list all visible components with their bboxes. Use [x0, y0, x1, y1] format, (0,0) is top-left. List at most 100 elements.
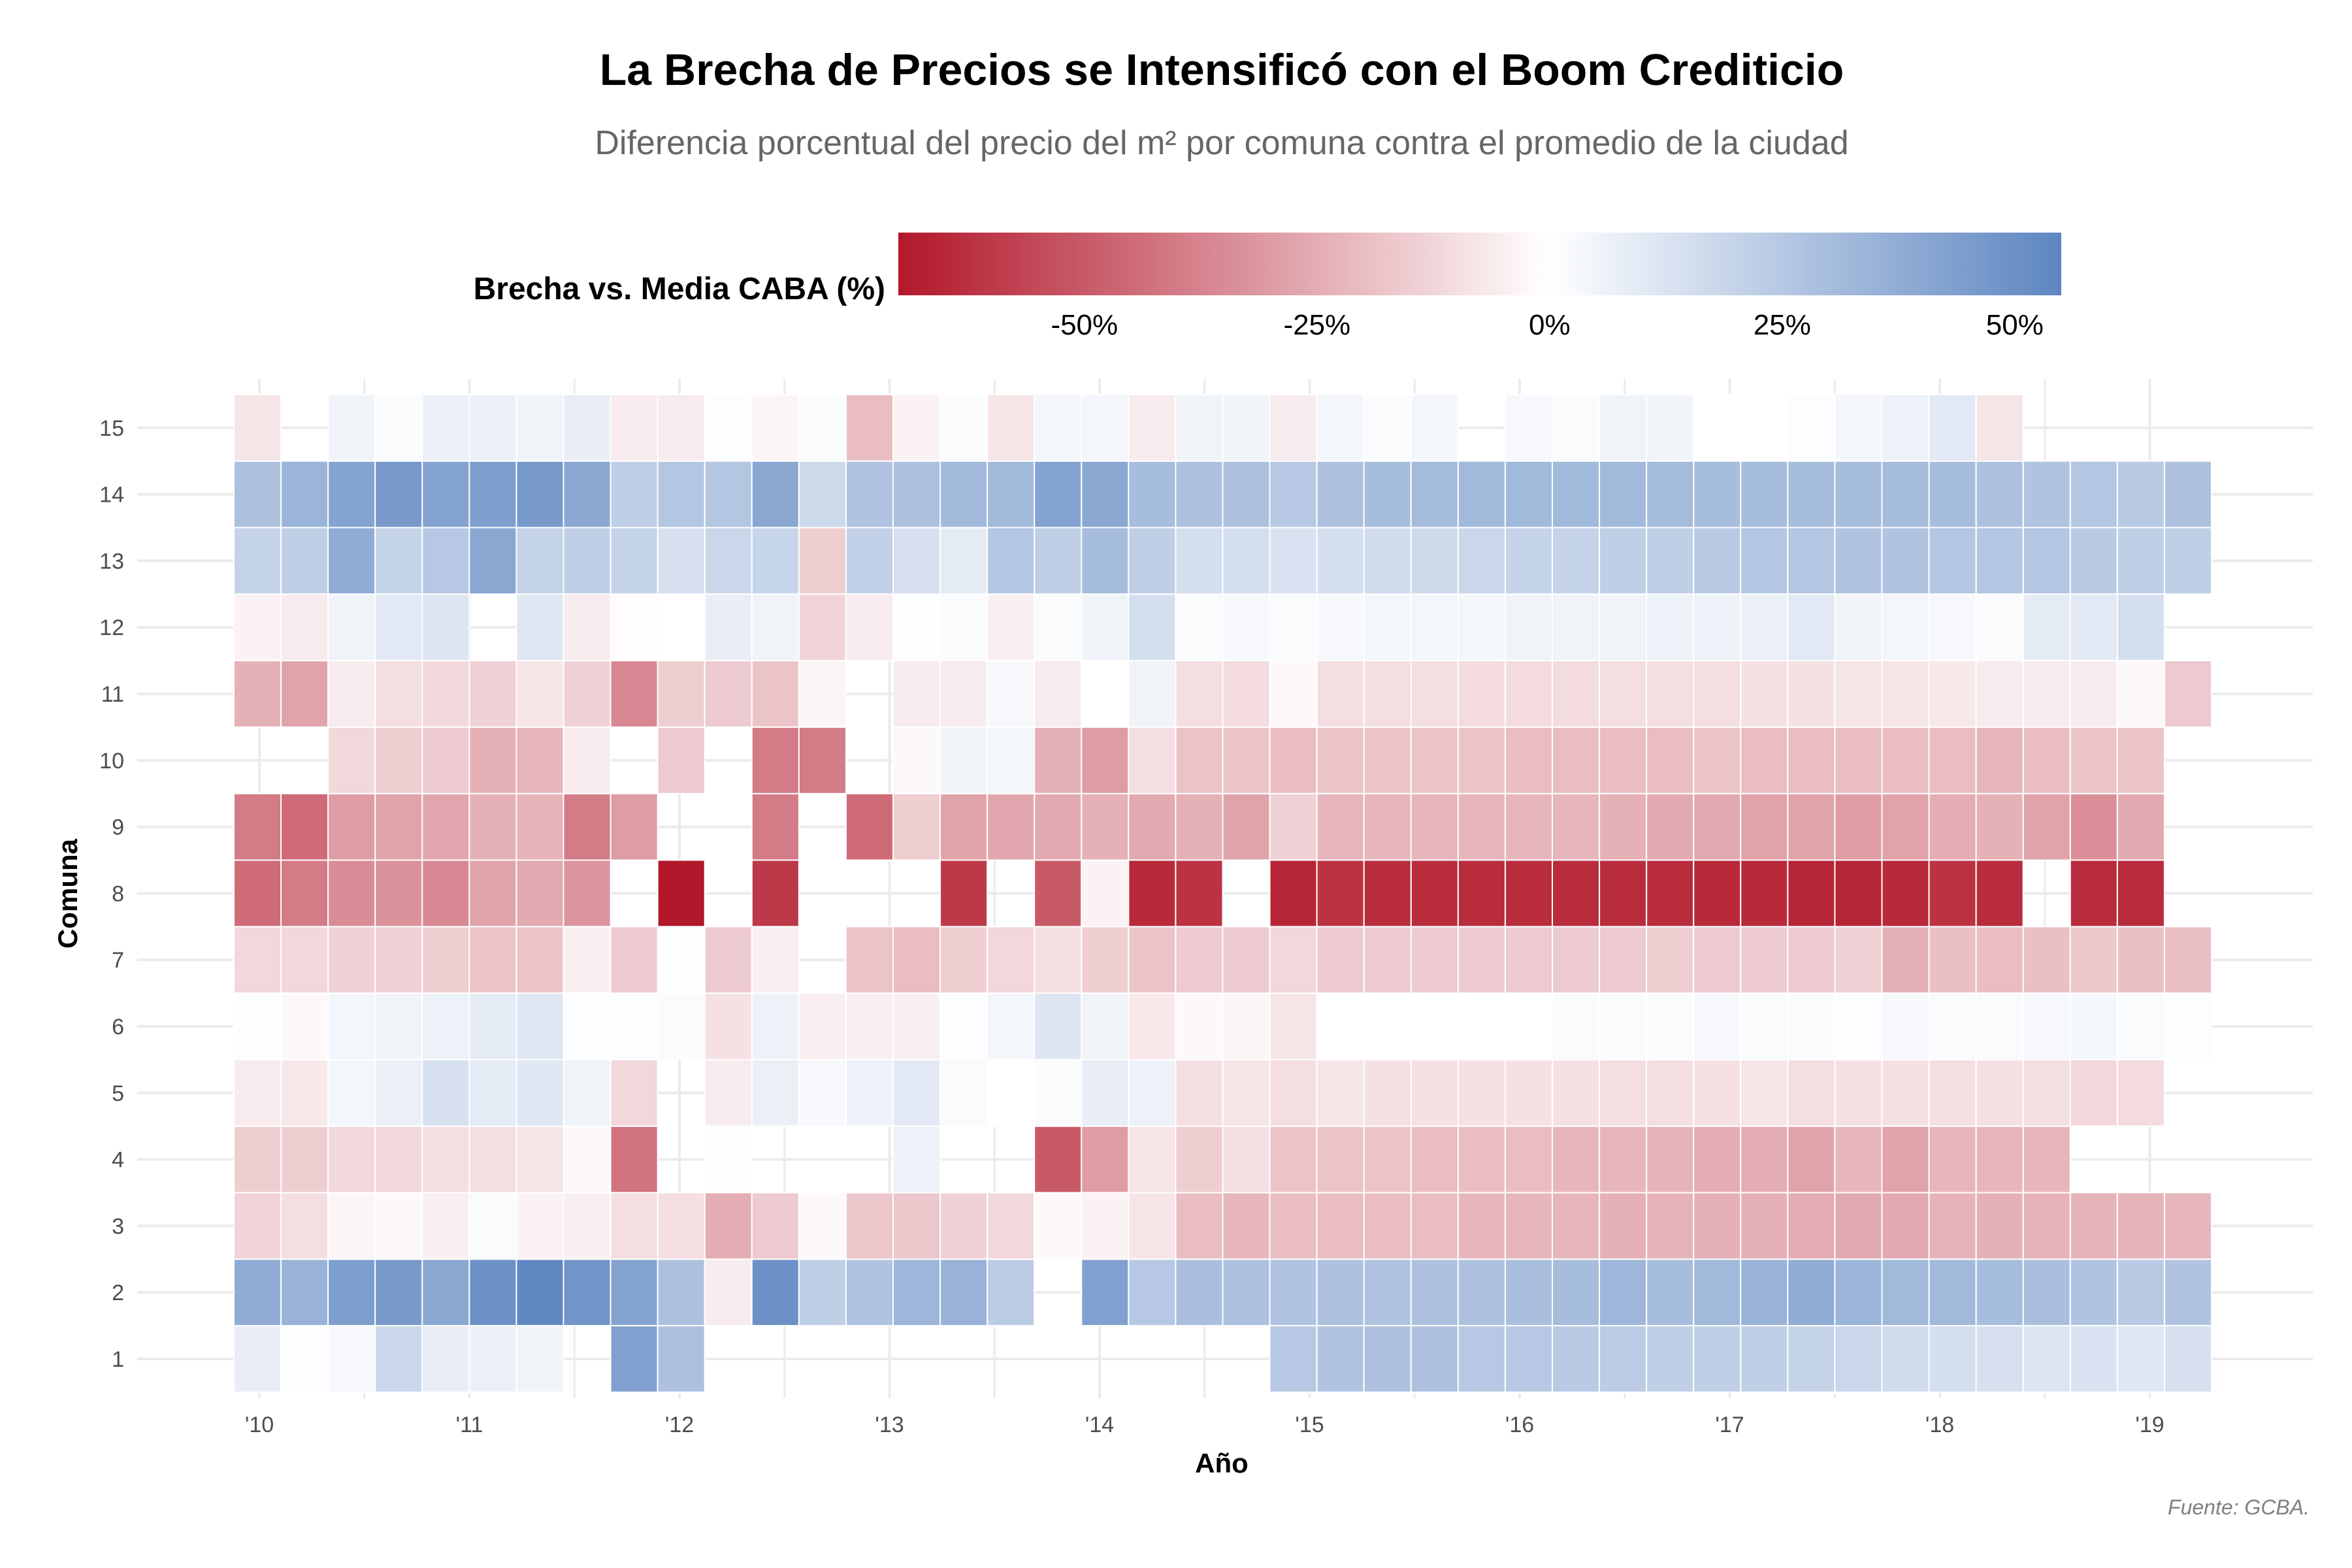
heatmap-cell	[1599, 460, 1648, 529]
heatmap-cell	[1222, 1125, 1271, 1194]
heatmap-cell	[751, 393, 800, 462]
heatmap-cell	[374, 726, 423, 794]
heatmap-cell	[610, 460, 659, 529]
chart-subtitle: Diferencia porcentual del precio del m² …	[595, 124, 1848, 162]
heatmap-cell	[610, 1325, 659, 1393]
heatmap-cell	[1410, 859, 1459, 928]
heatmap-cell	[1081, 660, 1130, 728]
heatmap-cell	[421, 460, 470, 529]
heatmap-cell	[1834, 593, 1883, 662]
x-tick-label: '10	[245, 1413, 274, 1437]
heatmap-cell	[1834, 527, 1883, 595]
heatmap-cell	[657, 859, 706, 928]
heatmap-cell	[280, 792, 329, 861]
heatmap-cell	[1222, 1058, 1271, 1127]
y-tick-label: 2	[112, 1281, 124, 1305]
heatmap-cell	[1599, 792, 1648, 861]
heatmap-cell	[1646, 1192, 1695, 1260]
heatmap-cell	[1457, 660, 1506, 728]
heatmap-cell	[1693, 1192, 1742, 1260]
heatmap-cell	[1881, 726, 1930, 794]
heatmap-cell	[1363, 460, 1412, 529]
heatmap-cell	[421, 859, 470, 928]
heatmap-cell	[1504, 1192, 1553, 1260]
heatmap-cell	[1175, 992, 1224, 1060]
x-tick-label: '14	[1085, 1413, 1114, 1437]
heatmap-cell	[610, 1258, 659, 1327]
heatmap-cell	[1175, 593, 1224, 662]
heatmap-cell	[1740, 1125, 1789, 1194]
heatmap-cell	[1222, 660, 1271, 728]
heatmap-cell	[1269, 1258, 1318, 1327]
heatmap-cell	[1410, 593, 1459, 662]
heatmap-cell	[657, 726, 706, 794]
heatmap-cell	[233, 527, 282, 595]
heatmap-cell	[939, 527, 988, 595]
heatmap-cell	[1834, 460, 1883, 529]
heatmap-cell	[515, 1258, 564, 1327]
heatmap-cell	[1599, 1258, 1648, 1327]
heatmap-cell	[1552, 660, 1601, 728]
heatmap-cell	[2022, 660, 2071, 728]
heatmap-cell	[751, 660, 800, 728]
heatmap-cell	[657, 992, 706, 1060]
heatmap-cell	[1363, 393, 1412, 462]
heatmap-cell	[1457, 460, 1506, 529]
heatmap-cell	[1975, 992, 2024, 1060]
heatmap-cell	[751, 527, 800, 595]
heatmap-cell	[563, 726, 612, 794]
heatmap-cell	[1693, 460, 1742, 529]
heatmap-cell	[515, 460, 564, 529]
heatmap-cell	[1128, 792, 1177, 861]
heatmap-cell	[892, 1192, 941, 1260]
heatmap-cell	[1787, 859, 1836, 928]
heatmap-cell	[1081, 1258, 1130, 1327]
heatmap-cell	[1834, 660, 1883, 728]
heatmap-cell	[1269, 660, 1318, 728]
heatmap-cell	[798, 1058, 847, 1127]
heatmap-cell	[327, 460, 376, 529]
heatmap-cell	[1034, 593, 1083, 662]
heatmap-cell	[374, 460, 423, 529]
heatmap-cell	[1457, 926, 1506, 994]
heatmap-cell	[1693, 660, 1742, 728]
heatmap-cell	[2116, 660, 2165, 728]
heatmap-cell	[1504, 859, 1553, 928]
heatmap-cell	[610, 527, 659, 595]
heatmap-cell	[1457, 1192, 1506, 1260]
heatmap-cell	[2069, 1192, 2118, 1260]
heatmap-cell	[939, 660, 988, 728]
heatmap-cell	[2116, 859, 2165, 928]
heatmap-cell	[1175, 660, 1224, 728]
heatmap-cell	[1552, 992, 1601, 1060]
heatmap-cell	[233, 1058, 282, 1127]
heatmap-cell	[1081, 992, 1130, 1060]
heatmap-cell	[1552, 1258, 1601, 1327]
heatmap-cell	[1646, 1125, 1695, 1194]
heatmap-cell	[2163, 926, 2212, 994]
heatmap-cell	[1457, 859, 1506, 928]
heatmap-cell	[751, 726, 800, 794]
heatmap-cell	[327, 1125, 376, 1194]
heatmap-cell	[1316, 1325, 1365, 1393]
heatmap-cell	[233, 593, 282, 662]
heatmap-cell	[1504, 393, 1553, 462]
heatmap-cell	[1504, 1125, 1553, 1194]
heatmap-cell	[1363, 859, 1412, 928]
heatmap-cell	[704, 1058, 753, 1127]
heatmap-cell	[2022, 726, 2071, 794]
heatmap-cell	[1552, 393, 1601, 462]
heatmap-cell	[1693, 926, 1742, 994]
heatmap-cell	[1975, 460, 2024, 529]
heatmap-cell	[892, 992, 941, 1060]
heatmap-cell	[1175, 527, 1224, 595]
heatmap-cell	[1646, 393, 1695, 462]
heatmap-cell	[1222, 726, 1271, 794]
heatmap-cell	[1928, 792, 1977, 861]
y-tick-label: 8	[112, 881, 124, 906]
heatmap-cell	[1034, 527, 1083, 595]
heatmap-cell	[704, 926, 753, 994]
heatmap-cell	[1787, 393, 1836, 462]
heatmap-cell	[1834, 792, 1883, 861]
heatmap-cell	[468, 1192, 517, 1260]
